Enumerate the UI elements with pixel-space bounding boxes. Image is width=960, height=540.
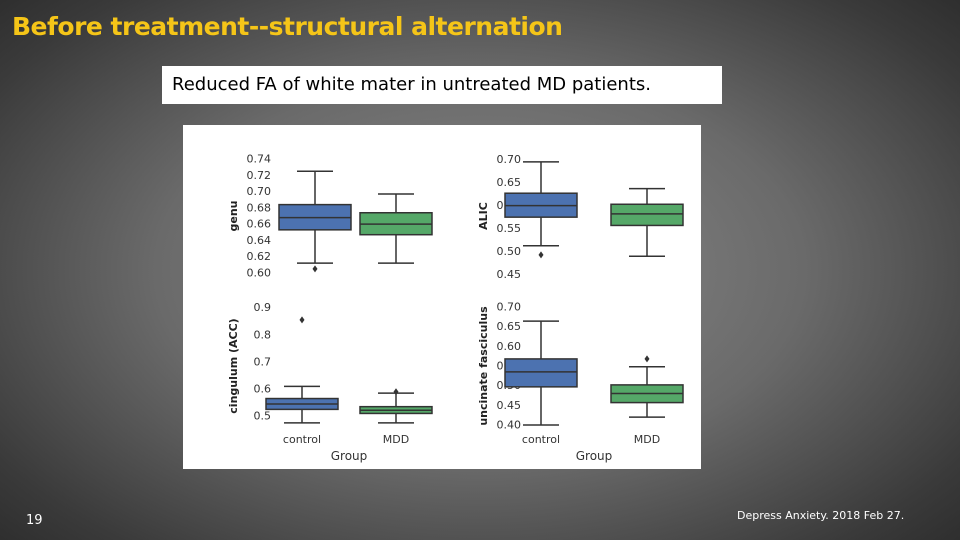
y-tick-label: 0.65 [497, 176, 522, 189]
x-tick-label: MDD [383, 433, 409, 446]
x-tick-label: control [283, 433, 321, 446]
y-tick-label: 0.40 [497, 419, 522, 432]
y-tick-label: 0.5 [254, 410, 272, 423]
y-axis-label: cingulum (ACC) [227, 318, 240, 413]
y-axis-label: uncinate fasciculus [477, 306, 490, 426]
box-control [504, 358, 578, 388]
y-tick-label: 0.45 [497, 399, 522, 412]
x-axis-label: Group [331, 449, 368, 463]
x-tick-label: MDD [634, 433, 660, 446]
outlier-marker [644, 355, 650, 363]
slide-title: Before treatment--structural alternation [12, 12, 563, 41]
y-tick-label: 0.62 [247, 250, 272, 263]
y-tick-label: 0.70 [247, 185, 272, 198]
y-tick-label: 0.45 [497, 268, 522, 281]
citation: Depress Anxiety. 2018 Feb 27. [737, 509, 905, 522]
y-tick-label: 0.70 [497, 153, 522, 166]
y-tick-label: 0.7 [254, 355, 272, 368]
box-mdd [610, 203, 684, 227]
y-tick-label: 0.8 [254, 328, 272, 341]
y-tick-label: 0.74 [247, 153, 272, 166]
boxplot-chart: 0.60 0.62 0.64 0.66 0.68 0.70 0.72 0.74 genu 0.45… [227, 153, 684, 463]
x-axis-label: Group [576, 449, 613, 463]
page-number: 19 [26, 513, 43, 528]
y-tick-label: 0.50 [497, 245, 522, 258]
outlier-marker [538, 251, 544, 259]
y-tick-label: 0.55 [497, 222, 522, 235]
y-tick-label: 0.66 [247, 218, 272, 231]
y-tick-label: 0.6 [254, 383, 272, 396]
outlier-marker [299, 316, 305, 324]
outlier-marker [393, 388, 399, 396]
y-tick-label: 0.72 [247, 169, 272, 182]
y-tick-label: 0.65 [497, 320, 522, 333]
y-axis-label: ALIC [477, 202, 490, 230]
x-tick-label: control [522, 433, 560, 446]
y-tick-label: 0.64 [247, 234, 272, 247]
boxplot-figure: 0.60 0.62 0.64 0.66 0.68 0.70 0.72 0.74 genu 0.45… [183, 125, 701, 469]
y-tick-label: 0.60 [247, 266, 272, 279]
y-axis-label: genu [227, 201, 240, 232]
y-tick-label: 0.60 [497, 340, 522, 353]
outlier-marker [312, 265, 318, 273]
y-tick-label: 0.70 [497, 300, 522, 313]
subtitle-box: Reduced FA of white mater in untreated M… [162, 66, 722, 104]
y-tick-label: 0.9 [254, 301, 272, 314]
y-tick-label: 0.68 [247, 201, 272, 214]
